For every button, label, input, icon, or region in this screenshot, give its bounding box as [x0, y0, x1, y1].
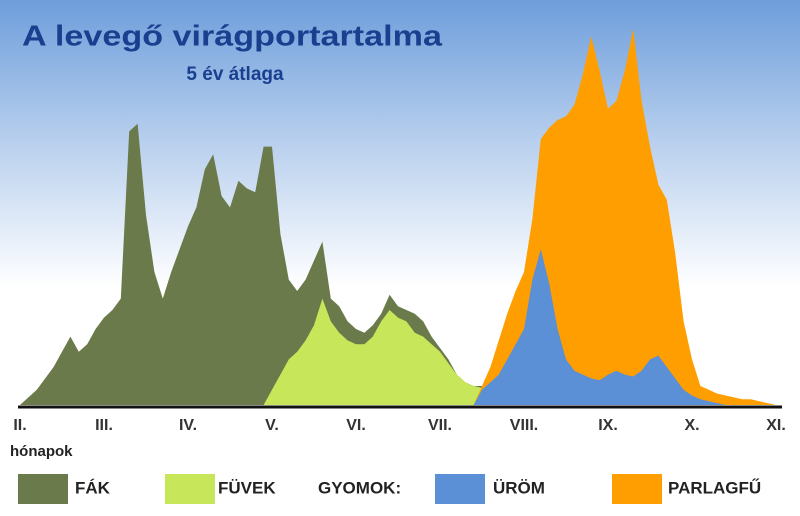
x-tick-label: II.: [13, 417, 26, 434]
legend-label: ÜRÖM: [493, 478, 545, 497]
legend-swatch: [165, 474, 215, 504]
legend-swatch: [18, 474, 68, 504]
chart-title: A levegő virágportartalma: [22, 21, 443, 53]
legend-swatch: [435, 474, 485, 504]
x-tick-label: VII.: [428, 417, 452, 434]
x-ticks: II. III. IV. V. VI. VII. VIII. IX. X. XI.: [13, 417, 785, 434]
x-tick-label: VIII.: [510, 417, 538, 434]
x-tick-label: IX.: [598, 417, 618, 434]
legend-label: PARLAGFŰ: [668, 478, 761, 497]
chart-subtitle: 5 év átlaga: [186, 64, 284, 85]
x-axis-label: hónapok: [10, 443, 73, 460]
legend: GYOMOK: FÁK FÜVEK ÜRÖM PARLAGFŰ: [18, 474, 761, 504]
plot-area: [20, 28, 776, 406]
x-tick-label: V.: [265, 417, 279, 434]
x-tick-label: X.: [684, 417, 699, 434]
x-tick-label: VI.: [346, 417, 366, 434]
x-tick-label: IV.: [179, 417, 197, 434]
legend-label: FÜVEK: [218, 478, 276, 497]
area: [20, 28, 776, 406]
area: [20, 123, 776, 406]
x-tick-label: XI.: [766, 417, 786, 434]
legend-label: FÁK: [75, 478, 111, 497]
area: [20, 298, 776, 405]
legend-group-label: GYOMOK:: [318, 478, 401, 497]
legend-swatch: [612, 474, 662, 504]
x-tick-label: III.: [95, 417, 113, 434]
